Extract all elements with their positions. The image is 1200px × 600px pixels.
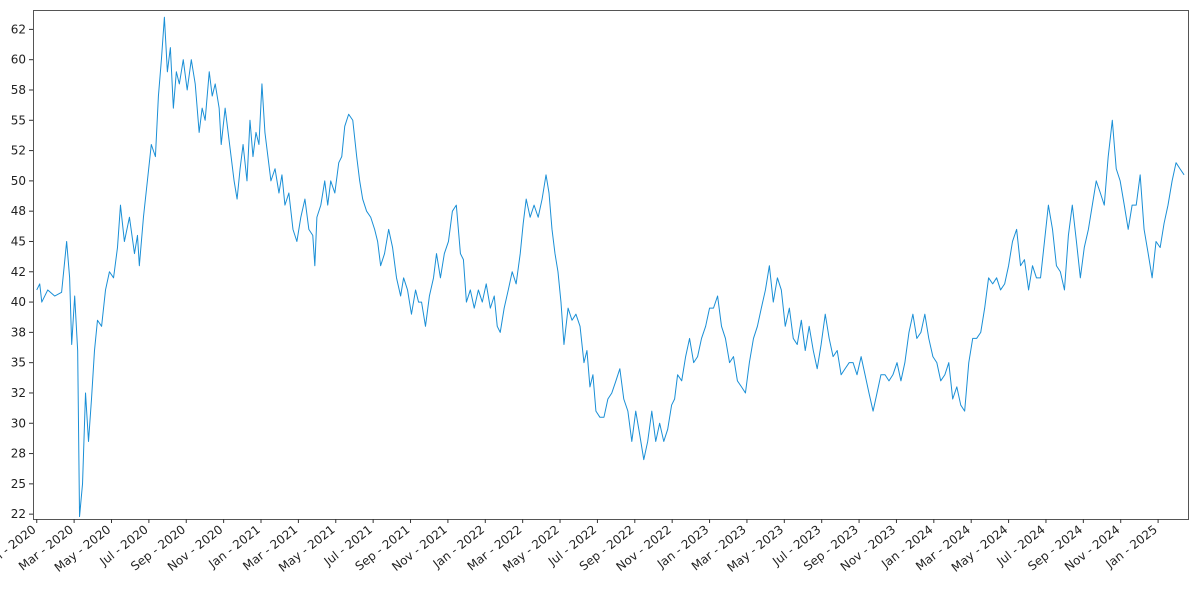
y-tick-label: 28 [11,447,26,461]
y-tick-label: 40 [11,295,26,309]
y-tick-label: 60 [11,53,26,67]
y-tick-label: 52 [11,144,26,158]
y-tick-label: 45 [11,234,26,248]
plot-frame [33,10,1189,520]
y-tick-label: 38 [11,325,26,339]
price-line [36,16,1185,518]
y-tick-label: 32 [11,386,26,400]
y-tick-label: 25 [11,477,26,491]
y-tick-label: 62 [11,22,26,36]
y-tick-label: 42 [11,265,26,279]
y-tick-label: 50 [11,174,26,188]
y-tick-label: 58 [11,83,26,97]
y-tick-label: 48 [11,204,26,218]
y-tick-label: 55 [11,113,26,127]
y-tick-label: 22 [11,507,26,521]
y-tick-label: 30 [11,416,26,430]
y-tick-label: 35 [11,356,26,370]
